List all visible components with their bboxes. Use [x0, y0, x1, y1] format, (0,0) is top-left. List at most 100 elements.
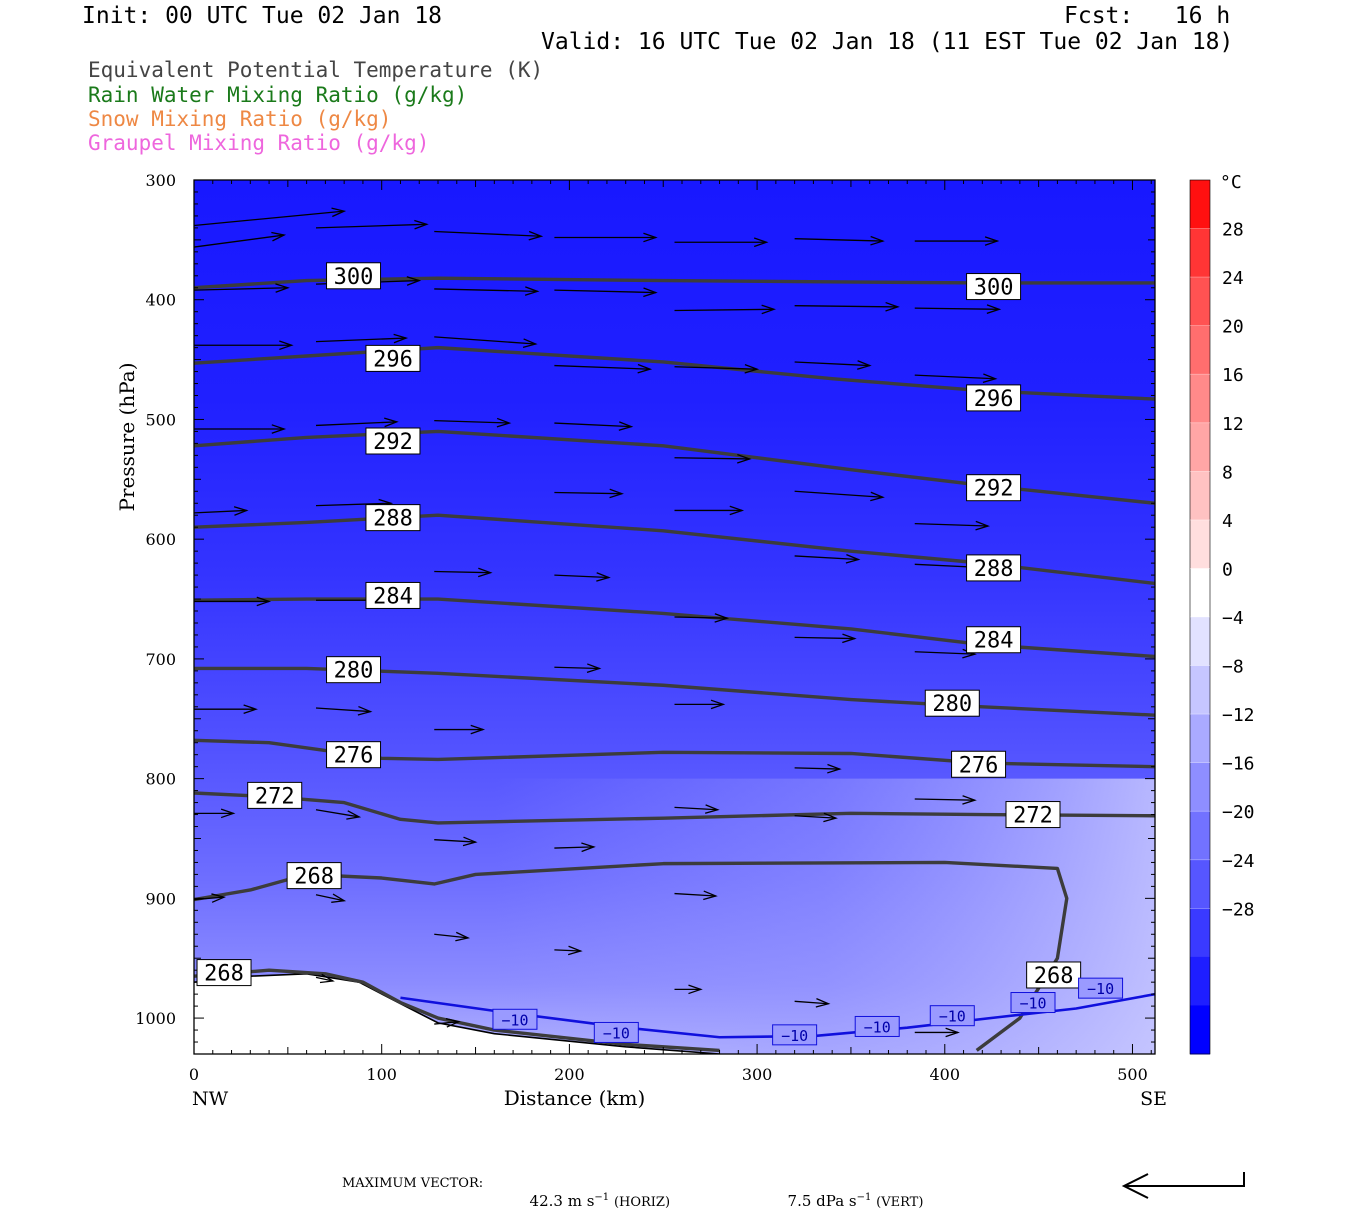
colorbar-tick-label: 8: [1222, 462, 1233, 483]
wind-vector-head: [586, 663, 602, 673]
wind-vector-head: [815, 998, 831, 1008]
wind-vector-shaft: [315, 707, 371, 713]
y-tick-label: 1000: [135, 1009, 176, 1028]
colorbar-tick-label: −12: [1222, 705, 1255, 726]
wind-vector: [794, 360, 872, 370]
wind-vector-head: [962, 795, 977, 805]
theta-e-label-text: 292: [373, 430, 413, 455]
colorbar-tick-label: 20: [1222, 317, 1244, 338]
legend-graupel: Graupel Mixing Ratio (g/kg): [88, 131, 430, 155]
theta-e-label-box: [247, 781, 303, 809]
theta-e-label: 284: [966, 626, 1022, 654]
wind-vector-head: [870, 235, 885, 246]
colorbar-swatch: [1190, 811, 1210, 861]
wind-vector: [194, 231, 287, 248]
theta-e-label-box: [966, 554, 1022, 582]
wind-vector: [434, 417, 512, 428]
theta-e-label: 292: [365, 427, 421, 455]
x-tick-label: 400: [930, 1065, 961, 1084]
temperature-label-box: [929, 1005, 975, 1027]
wind-vector-head: [596, 572, 611, 582]
theta-e-label: 268: [286, 862, 342, 890]
theta-e-label-box: [196, 959, 252, 987]
wind-vector-shaft: [315, 502, 392, 507]
theta-e-label-box: [286, 862, 342, 890]
reference-vector-head: [1121, 1173, 1149, 1199]
colorbar-swatch: [1190, 859, 1210, 909]
wind-vector-shaft: [794, 238, 883, 242]
colorbar-unit: °C: [1220, 172, 1242, 193]
wind-vector-shaft: [434, 419, 510, 424]
wind-vector-shaft: [674, 366, 758, 370]
temperature-label-text: −10: [864, 1018, 891, 1036]
theta-e-label-box: [365, 344, 421, 372]
wind-vector: [434, 931, 471, 942]
theta-e-label: 288: [365, 504, 421, 532]
temperature-label-box: [854, 1015, 900, 1037]
y-tick-label: 300: [145, 171, 176, 190]
wind-vector: [434, 836, 478, 847]
temperature-label-text: −10: [603, 1024, 630, 1042]
vertical-value: 7.5 dPa s: [787, 1192, 857, 1210]
colorbar-tick-label: 16: [1222, 365, 1244, 386]
wind-vector-shaft: [315, 223, 427, 229]
wind-vector-shaft: [315, 976, 334, 982]
temperature-label-box: [1010, 992, 1056, 1014]
wind-vector: [794, 490, 885, 502]
wind-vector-head: [357, 705, 373, 716]
theta-e-label: 300: [326, 262, 382, 290]
colorbar-tick-label: 4: [1222, 511, 1233, 532]
theta-e-label-text: 296: [373, 347, 413, 372]
temperature-label-box: [772, 1024, 818, 1046]
y-tick-label: 500: [145, 410, 176, 429]
wind-vector-head: [761, 304, 776, 315]
wind-vector-shaft: [315, 337, 407, 343]
colorbar-tick-label: −8: [1222, 657, 1244, 678]
wind-vector-shaft: [434, 839, 476, 843]
wind-vector: [914, 1027, 960, 1038]
wind-vector-head: [393, 333, 409, 344]
wind-vector-head: [609, 488, 624, 499]
theta-e-label-text: 280: [932, 692, 972, 717]
max-vector-label: MAXIMUM VECTOR:: [342, 1176, 484, 1191]
wind-vector-shaft: [434, 570, 491, 574]
theta-e-label-text: 268: [204, 962, 244, 987]
wind-vector-shaft: [194, 509, 247, 514]
theta-e-label: 272: [247, 781, 303, 809]
wind-vector-head: [496, 417, 512, 428]
wind-vector: [674, 804, 720, 814]
wind-vector: [554, 232, 658, 243]
wind-vector: [794, 998, 831, 1008]
wind-vector-head: [984, 236, 1000, 246]
wind-vector-head: [271, 231, 287, 242]
vertical-unit: (VERT): [876, 1195, 924, 1210]
wind-vector-head: [986, 304, 1002, 314]
theta-e-label-text: 288: [373, 507, 413, 532]
wind-vector-head: [643, 287, 658, 298]
theta-e-label: 268: [1026, 961, 1082, 989]
wind-vector: [434, 286, 540, 296]
terrain-fill: [194, 973, 720, 1054]
y-tick-label: 400: [145, 291, 176, 310]
wind-vector: [434, 724, 486, 735]
theta-e-label: 268: [196, 959, 252, 987]
colorbar-swatch: [1190, 519, 1210, 569]
wind-vector-head: [477, 567, 493, 578]
wind-vector-shaft: [794, 767, 840, 770]
wind-vector-head: [528, 230, 544, 241]
colorbar-tick-label: −20: [1222, 802, 1255, 823]
wind-vector-head: [233, 506, 249, 516]
wind-vector: [914, 795, 977, 805]
wind-vector-shaft: [434, 336, 536, 345]
wind-vector-head: [331, 207, 347, 218]
colorbar-tick-label: −16: [1222, 754, 1255, 775]
temperature-label: −10: [1078, 977, 1124, 999]
temperature-label: −10: [772, 1024, 818, 1046]
wind-vector: [914, 304, 1002, 314]
max-vector-horizontal: 42.3 m s−1 (HORIZ): [520, 1174, 671, 1210]
wind-vector-head: [729, 505, 745, 516]
wind-vector: [554, 663, 602, 673]
wind-vector-shaft: [434, 230, 542, 237]
wind-vector: [794, 554, 861, 564]
wind-vector-head: [470, 724, 486, 735]
